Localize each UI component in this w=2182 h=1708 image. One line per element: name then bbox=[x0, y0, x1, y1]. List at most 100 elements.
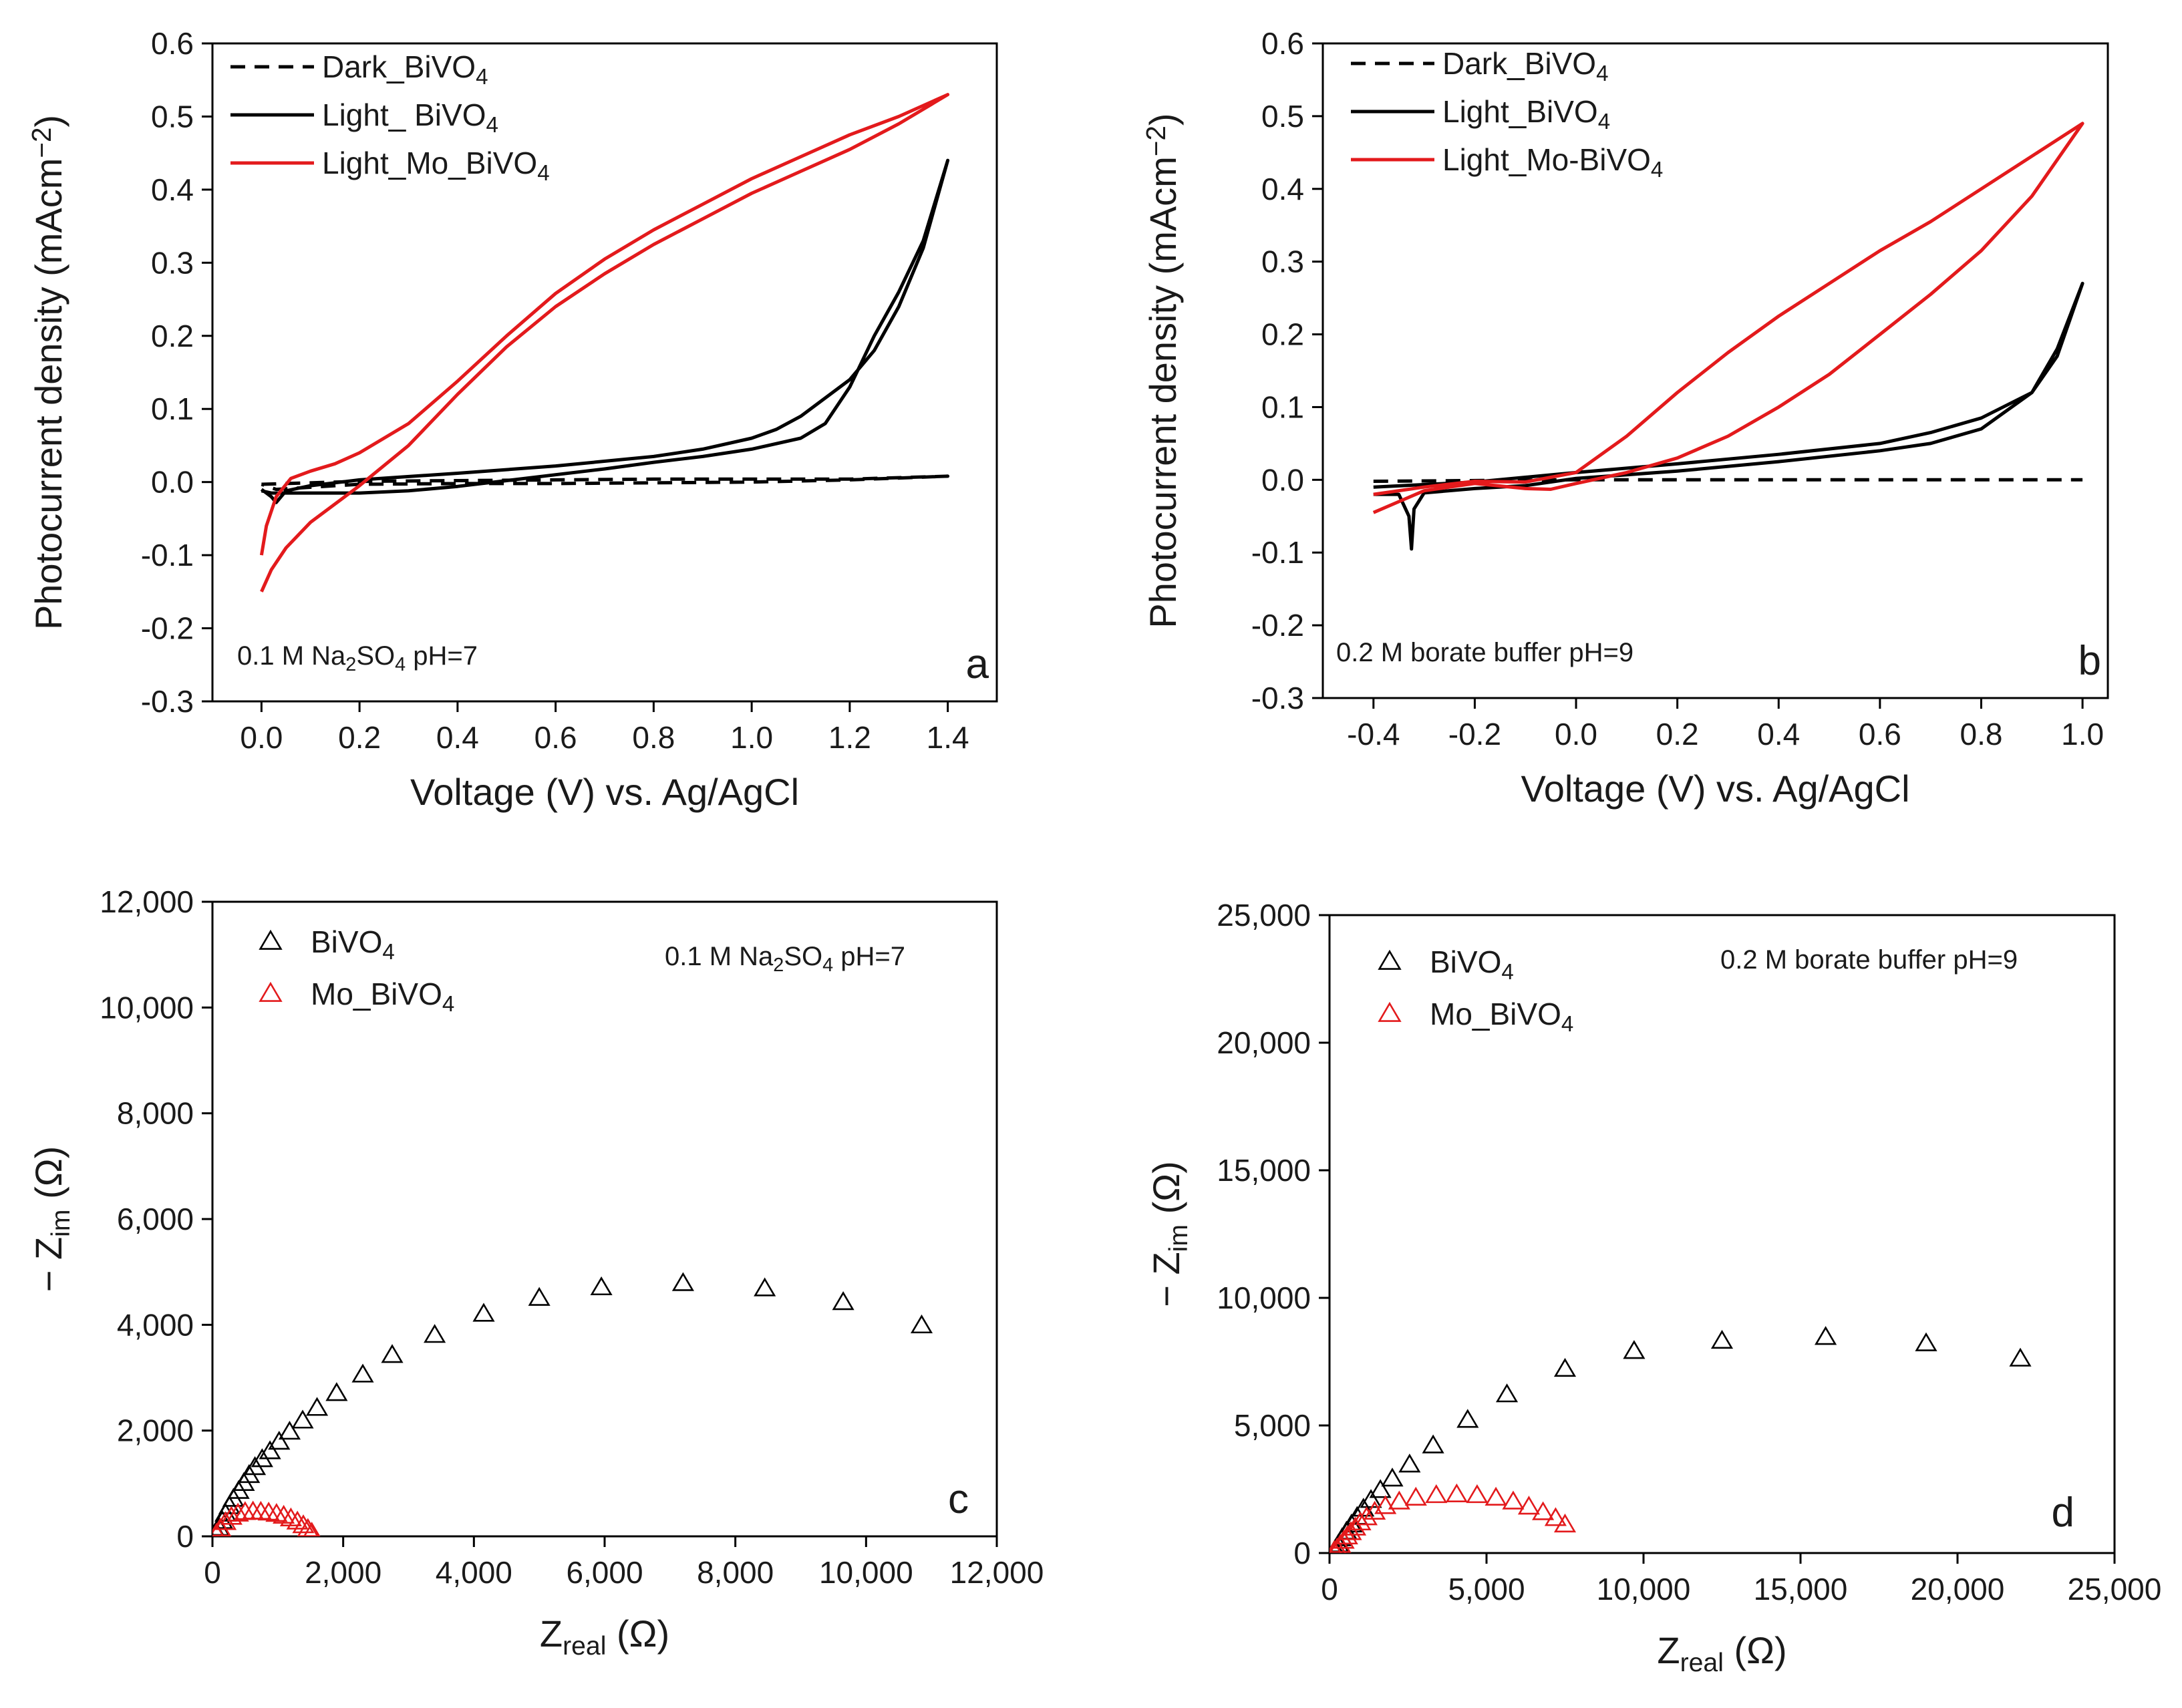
x-tick-label: 0.0 bbox=[240, 720, 283, 755]
data-point bbox=[754, 1277, 776, 1297]
legend-swatch bbox=[259, 981, 283, 1002]
data-point bbox=[1422, 1434, 1444, 1454]
data-point bbox=[1502, 1490, 1525, 1510]
y-axis-label: − Zim (Ω) bbox=[27, 1146, 75, 1293]
data-point bbox=[1495, 1383, 1519, 1403]
y-tick-label: 0.6 bbox=[1261, 26, 1304, 61]
y-tick-label: -0.1 bbox=[141, 538, 194, 572]
y-tick-label: 0.1 bbox=[151, 391, 194, 426]
series-points-1 bbox=[212, 1500, 321, 1536]
panel-b: -0.4 -0.2 0.0 0.2 0.4 0.6 0.8 1.0 -0.3 -0.2 -0.1 0.… bbox=[1140, 26, 2109, 810]
x-tick-label: 20,000 bbox=[1911, 1572, 2005, 1606]
y-tick-label: 20,000 bbox=[1217, 1025, 1311, 1060]
x-tick-label: 0.0 bbox=[1555, 717, 1597, 751]
data-point bbox=[1388, 1490, 1410, 1510]
panel-letter: a bbox=[966, 641, 989, 687]
series-points-1 bbox=[1330, 1483, 1577, 1553]
data-point bbox=[291, 1409, 314, 1429]
y-tick-label: 15,000 bbox=[1217, 1153, 1311, 1188]
data-point bbox=[1330, 1540, 1342, 1553]
y-tick-label: 0.3 bbox=[151, 245, 194, 280]
data-point bbox=[351, 1363, 374, 1383]
data-point bbox=[305, 1397, 329, 1416]
y-tick-label: -0.2 bbox=[141, 611, 194, 646]
legend-label: Light_Mo-BiVO4 bbox=[1442, 142, 1663, 182]
legend-label: Light_Mo_BiVO4 bbox=[322, 146, 550, 186]
data-point bbox=[226, 1502, 249, 1522]
data-point bbox=[1369, 1479, 1392, 1498]
data-point bbox=[1340, 1521, 1362, 1540]
x-tick-label: 15,000 bbox=[1754, 1572, 1848, 1606]
data-point bbox=[279, 1507, 302, 1526]
x-tick-label: 1.0 bbox=[730, 720, 773, 755]
data-point bbox=[832, 1291, 854, 1311]
plot-frame bbox=[211, 42, 998, 703]
y-tick-label: 0.2 bbox=[151, 319, 194, 353]
data-point bbox=[1381, 1468, 1404, 1487]
y-tick-label: 12,000 bbox=[100, 884, 194, 919]
data-point bbox=[1466, 1484, 1489, 1504]
data-point bbox=[1425, 1484, 1448, 1504]
data-point bbox=[1344, 1516, 1367, 1536]
data-point bbox=[1915, 1332, 1937, 1351]
legend: BiVO4 Mo_BiVO4 bbox=[1378, 945, 1573, 1037]
y-tick-label: -0.3 bbox=[141, 684, 194, 719]
y-tick-label: 0.5 bbox=[151, 99, 194, 134]
data-point bbox=[212, 1522, 224, 1536]
y-tick-label: 4,000 bbox=[117, 1307, 194, 1342]
y-tick-label: -0.3 bbox=[1251, 681, 1304, 715]
series-line-2 bbox=[259, 93, 950, 592]
data-point bbox=[1445, 1483, 1468, 1503]
plot-frame bbox=[1328, 914, 2116, 1554]
data-point bbox=[286, 1510, 309, 1530]
data-point bbox=[671, 1272, 694, 1291]
data-point bbox=[297, 1518, 319, 1536]
data-point bbox=[910, 1314, 933, 1334]
data-point bbox=[278, 1420, 301, 1440]
y-axis-label: Photocurrent density (mAcm−2) bbox=[26, 115, 69, 630]
legend-label: BiVO4 bbox=[1430, 945, 1514, 985]
y-tick-label: 10,000 bbox=[1217, 1280, 1311, 1315]
y-tick-label: 6,000 bbox=[117, 1202, 194, 1236]
legend: BiVO4 Mo_BiVO4 bbox=[259, 924, 454, 1017]
legend-label: BiVO4 bbox=[311, 924, 395, 965]
data-point bbox=[1349, 1511, 1372, 1531]
legend-label: Mo_BiVO4 bbox=[311, 977, 454, 1017]
data-point bbox=[590, 1276, 613, 1296]
legend: Dark_BiVO4 Light_ BiVO4 Light_Mo_BiVO4 bbox=[230, 49, 550, 186]
x-axis-label: Zreal (Ω) bbox=[1657, 1629, 1786, 1677]
x-tick-label: 8,000 bbox=[697, 1555, 774, 1590]
plot-area bbox=[1330, 1326, 2032, 1553]
legend-label: Mo_BiVO4 bbox=[1430, 997, 1573, 1037]
data-point bbox=[528, 1287, 551, 1306]
legend: Dark_BiVO4 Light_BiVO4 Light_Mo-BiVO4 bbox=[1351, 46, 1663, 182]
x-tick-label: 10,000 bbox=[819, 1555, 913, 1590]
y-axis-label: Photocurrent density (mAcm−2) bbox=[1140, 113, 1184, 628]
data-point bbox=[1355, 1506, 1378, 1526]
data-point bbox=[212, 1517, 232, 1536]
x-tick-label: 0.8 bbox=[1960, 717, 2003, 751]
data-point bbox=[1553, 1357, 1577, 1377]
data-point bbox=[292, 1514, 315, 1534]
data-point bbox=[424, 1324, 446, 1343]
legend-label: Dark_BiVO4 bbox=[1442, 46, 1609, 86]
x-tick-label: 0.4 bbox=[1757, 717, 1800, 751]
plot-area bbox=[259, 93, 950, 592]
y-tick-label: 0 bbox=[176, 1519, 194, 1554]
data-point bbox=[325, 1382, 348, 1401]
data-point bbox=[1404, 1486, 1427, 1506]
data-point bbox=[1456, 1409, 1479, 1428]
x-tick-label: 0 bbox=[204, 1555, 221, 1590]
condition-note: 0.1 M Na2SO4 pH=7 bbox=[237, 641, 478, 675]
x-tick-label: 1.4 bbox=[927, 720, 969, 755]
x-axis-label: Zreal (Ω) bbox=[540, 1612, 669, 1661]
x-tick-label: -0.2 bbox=[1448, 717, 1501, 751]
panel-letter: b bbox=[2078, 638, 2101, 684]
x-tick-label: 0.8 bbox=[632, 720, 675, 755]
x-tick-label: 0.6 bbox=[534, 720, 577, 755]
x-tick-label: 5,000 bbox=[1448, 1572, 1525, 1606]
legend-label: Dark_BiVO4 bbox=[322, 49, 488, 90]
x-tick-label: 0.6 bbox=[1859, 717, 1901, 751]
series-points-0 bbox=[1330, 1326, 2032, 1553]
condition-note: 0.2 M borate buffer pH=9 bbox=[1720, 945, 2018, 975]
